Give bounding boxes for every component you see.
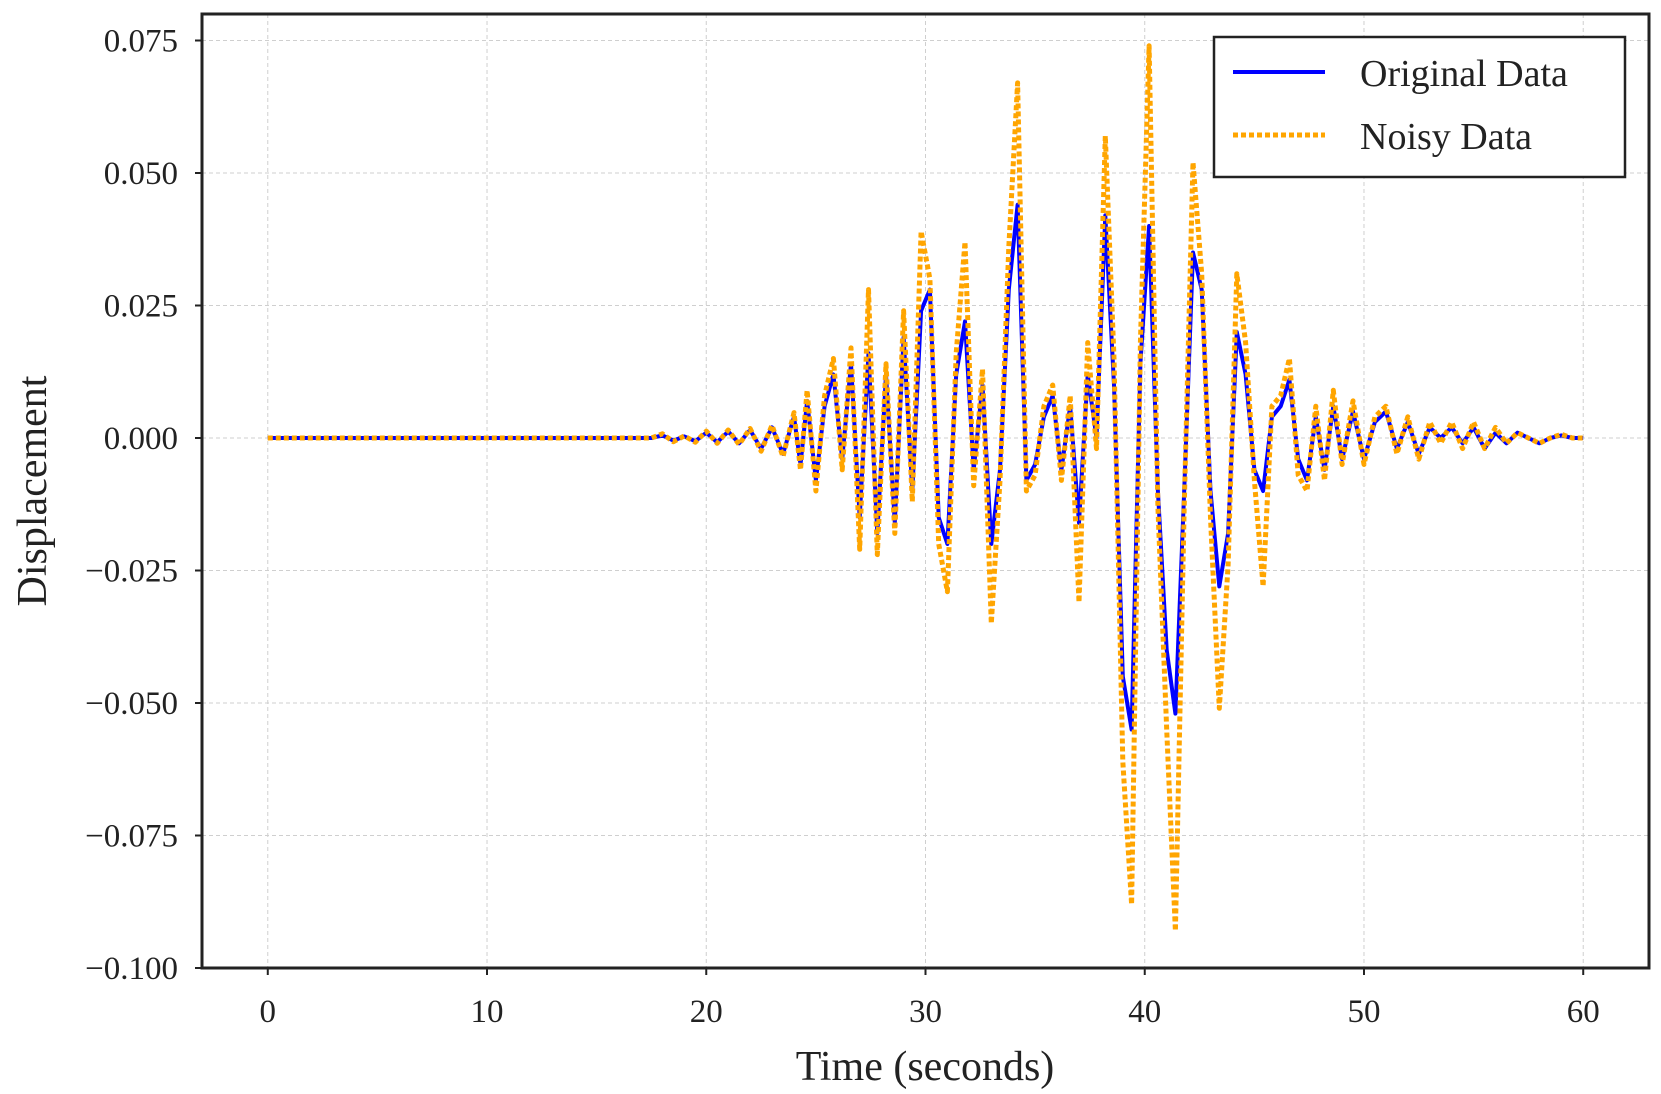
- x-tick-label: 10: [471, 994, 504, 1030]
- legend-box: [1212, 35, 1627, 179]
- y-tick-label: 0.050: [104, 156, 178, 192]
- x-tick-label: 30: [909, 994, 942, 1030]
- series-line-noisy: [267, 43, 1584, 934]
- x-tick-label: 50: [1347, 994, 1380, 1030]
- y-tick-label: 0.075: [104, 24, 178, 60]
- plot-series: [267, 43, 1584, 934]
- x-tick-label: 40: [1128, 994, 1161, 1030]
- legend-label-original: Original Data: [1360, 53, 1568, 95]
- legend: Original Data Noisy Data: [1212, 35, 1627, 179]
- y-axis-ticks: 0.075 0.050 0.025 0.000 −0.025 −0.050 −0.075 −0…: [85, 24, 202, 987]
- x-axis-label: Time (seconds): [796, 1044, 1055, 1090]
- y-tick-label: −0.025: [85, 554, 178, 590]
- y-tick-label: −0.050: [85, 686, 178, 722]
- y-tick-label: 0.000: [104, 421, 178, 457]
- x-tick-label: 0: [260, 994, 277, 1030]
- y-tick-label: −0.075: [85, 819, 178, 855]
- x-tick-label: 60: [1567, 994, 1600, 1030]
- y-tick-label: −0.100: [85, 951, 178, 987]
- legend-label-noisy: Noisy Data: [1360, 116, 1532, 158]
- x-tick-label: 20: [690, 994, 723, 1030]
- y-tick-label: 0.025: [104, 289, 178, 325]
- x-axis-ticks: 0 10 20 30 40 50 60: [260, 968, 1600, 1030]
- y-axis-label: Displacement: [10, 375, 56, 606]
